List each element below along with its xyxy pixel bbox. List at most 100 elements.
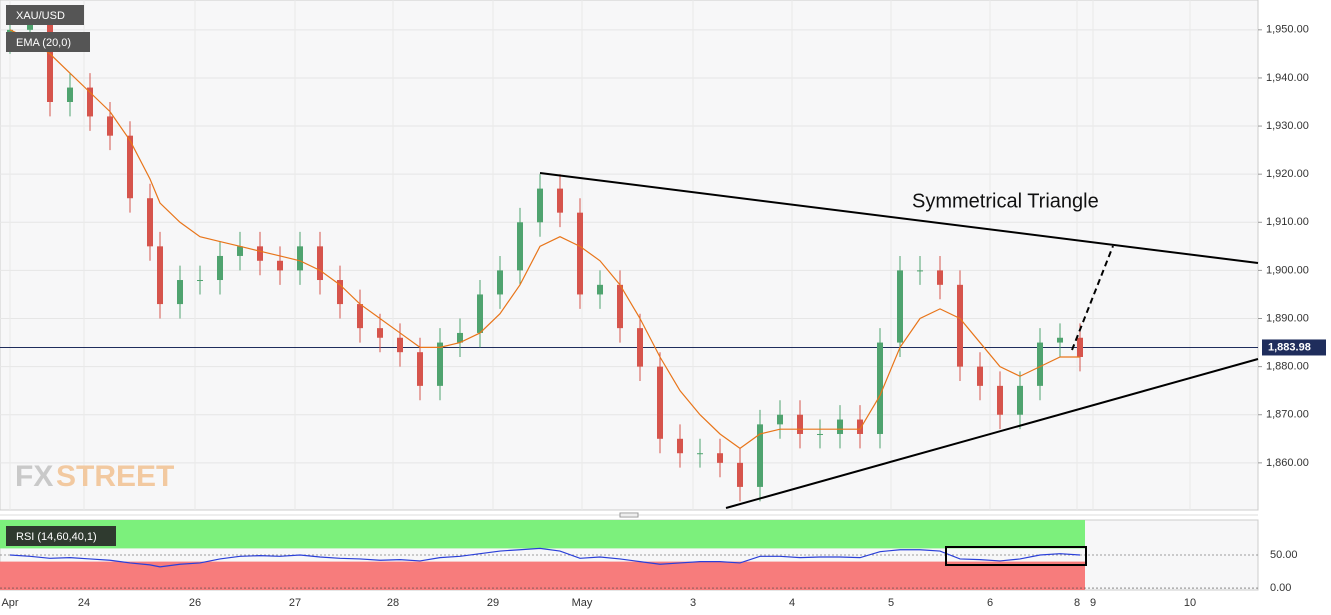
candle-body [597, 284, 603, 295]
candle-body [67, 87, 73, 102]
label-box [6, 5, 84, 25]
candle-body [717, 453, 723, 463]
candle-body [917, 270, 923, 272]
y-tick-label: 1,900.00 [1266, 264, 1309, 276]
y-tick-label: 1,920.00 [1266, 168, 1309, 180]
candle-body [1077, 337, 1083, 357]
candle-body [27, 20, 33, 30]
label-box [6, 32, 90, 52]
candle-body [1057, 337, 1063, 343]
x-tick-label: Apr [1, 597, 18, 609]
symbol: XAU/USD [16, 10, 65, 22]
candle-body [777, 414, 783, 425]
x-tick-label: 24 [78, 597, 90, 609]
candle-body [397, 337, 403, 353]
candle-body [697, 453, 703, 455]
rsi-line [9, 547, 1081, 568]
x-tick-label: 9 [1090, 597, 1096, 609]
rsi-oversold-zone [0, 561, 1085, 590]
x-tick-label: 26 [189, 597, 201, 609]
candle-body [317, 246, 323, 281]
rsi-label: RSI (14,60,40,1) [16, 531, 97, 543]
x-tick-label: 4 [789, 597, 795, 609]
y-tick-label: 1,950.00 [1266, 24, 1309, 36]
candle-body [157, 246, 163, 305]
candle-body [797, 414, 803, 434]
candle-body [457, 332, 463, 343]
candle-body [677, 438, 683, 454]
candle-body [337, 280, 343, 305]
x-tick-label: 28 [387, 597, 399, 609]
x-tick-label: 27 [289, 597, 301, 609]
x-tick-label: 3 [690, 597, 696, 609]
candle-body [497, 270, 503, 295]
candle-body [147, 198, 153, 247]
x-tick-label: 29 [487, 597, 499, 609]
candle-body [437, 342, 443, 386]
y-tick-label: 1,870.00 [1266, 409, 1309, 421]
y-tick-label: 1,940.00 [1266, 72, 1309, 84]
candle-body [737, 462, 743, 487]
candle-body [997, 385, 1003, 415]
candle-body [1017, 385, 1023, 415]
x-tick-label: 6 [987, 597, 993, 609]
candle-body [857, 419, 863, 434]
indicator: EMA (20,0) [16, 37, 71, 49]
upper-trendline [539, 172, 1259, 264]
candle-body [957, 284, 963, 367]
price-pane [0, 0, 1259, 511]
candle-body [577, 212, 583, 295]
candle-body [1037, 342, 1043, 386]
candle-body [757, 424, 763, 487]
candle-body [897, 270, 903, 343]
rsi-box [945, 546, 1087, 566]
candle-body [217, 255, 223, 281]
candle-body [617, 284, 623, 329]
candle-body [537, 188, 543, 223]
watermark: FX [15, 460, 53, 493]
x-tick-label: 10 [1184, 597, 1196, 609]
plot-layer [0, 0, 1258, 590]
rsi-tick-label: 50.00 [1270, 549, 1298, 561]
candle-body [517, 222, 523, 271]
candle-body [197, 280, 203, 282]
candle-body [257, 246, 263, 261]
watermark: STREET [56, 460, 174, 493]
candle-body [297, 246, 303, 271]
y-tick-label: 1,930.00 [1266, 120, 1309, 132]
annotation: Symmetrical Triangle [912, 190, 1099, 212]
rsi-tick-label: 0.00 [1270, 582, 1291, 594]
y-tick-label: 1,890.00 [1266, 312, 1309, 324]
candle-body [657, 366, 663, 439]
candle-body [557, 188, 563, 213]
lower-trendline [725, 358, 1259, 509]
candle-body [877, 342, 883, 434]
candle-body [417, 352, 423, 386]
candle-body [87, 87, 93, 117]
candle-body [637, 328, 643, 367]
candle-body [237, 246, 243, 256]
y-tick-label: 1,880.00 [1266, 361, 1309, 373]
candle-body [277, 260, 283, 271]
candle-body [817, 433, 823, 435]
y-tick-label: 1,910.00 [1266, 216, 1309, 228]
last-price-label: 1,883.98 [1268, 341, 1311, 353]
candle-body [377, 328, 383, 338]
candle-body [127, 135, 133, 199]
ema-line [9, 29, 1080, 450]
candle-body [357, 304, 363, 329]
x-tick-label: 8 [1074, 597, 1080, 609]
candle-body [977, 366, 983, 386]
x-tick-label: 5 [888, 597, 894, 609]
candle-body [477, 294, 483, 333]
x-tick-label: May [572, 597, 593, 609]
candle-body [837, 419, 843, 434]
candle-body [107, 116, 113, 136]
candle-body [177, 280, 183, 305]
rsi-overbought-zone [0, 520, 1085, 549]
y-tick-label: 1,860.00 [1266, 457, 1309, 469]
projection-line [1071, 245, 1114, 351]
label-box [6, 526, 116, 546]
candle-body [937, 270, 943, 285]
